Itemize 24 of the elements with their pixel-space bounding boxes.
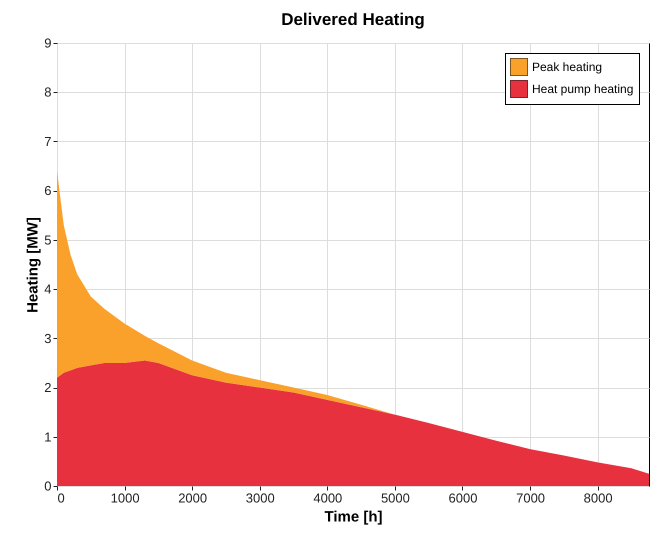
x-tick-label: 3000	[246, 490, 275, 506]
x-tick-label: 7000	[516, 490, 546, 506]
y-tick-label: 9	[44, 36, 52, 50]
y-tick-label: 2	[44, 380, 52, 396]
y-tick-label: 7	[44, 134, 52, 149]
x-tick-label: 6000	[448, 490, 478, 506]
x-tick-label: 4000	[313, 490, 342, 506]
legend-label: Heat pump heating	[532, 82, 634, 96]
x-tick-label: 1000	[110, 490, 140, 506]
x-tick-label: 2000	[178, 490, 208, 506]
y-axis-title: Heating [MW]	[24, 217, 42, 313]
chart-title: Delivered Heating	[281, 10, 425, 29]
x-tick-label: 0	[58, 490, 65, 506]
y-tick-label: 4	[44, 282, 52, 297]
legend-label: Peak heating	[532, 60, 602, 74]
y-tick-label: 8	[44, 84, 52, 100]
y-tick-label: 3	[44, 330, 52, 346]
x-tick-label: 8000	[584, 490, 613, 506]
y-tick-label: 6	[44, 183, 52, 198]
x-axis-title: Time [h]	[324, 508, 383, 526]
y-tick-label: 5	[44, 232, 52, 248]
x-tick-label: 5000	[380, 490, 410, 506]
y-tick-label: 1	[44, 429, 52, 444]
y-tick-label: 0	[44, 478, 52, 494]
